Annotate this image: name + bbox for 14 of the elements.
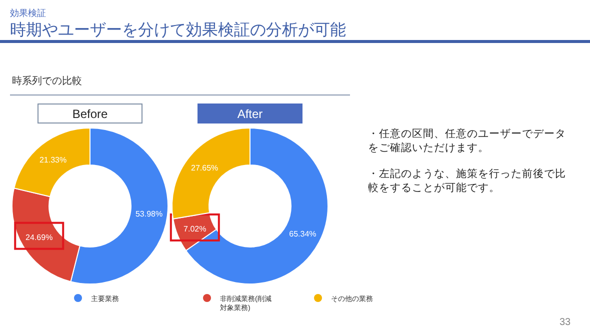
data-label: 24.69% <box>26 232 53 242</box>
text: ・任意の区間、任意のユーザーでデータをご確認いただけます。 <box>368 127 566 154</box>
data-label: 27.65% <box>191 164 218 173</box>
data-label: 21.33% <box>39 155 67 164</box>
text: 効果検証 <box>10 8 46 18</box>
text: 時系列での比較 <box>12 75 82 87</box>
data-label: 7.02% <box>184 224 206 234</box>
text: 時期やユーザーを分けて効果検証の分析が可能 <box>10 21 346 39</box>
text: 33 <box>559 317 571 328</box>
data-label: 65.34% <box>289 230 316 239</box>
chart-title: Before <box>72 107 108 121</box>
data-label: 53.98% <box>135 209 163 218</box>
text: ・左記のような、施策を行った前後で比較をすることが可能です。 <box>368 167 566 194</box>
chart-title: After <box>237 107 263 121</box>
